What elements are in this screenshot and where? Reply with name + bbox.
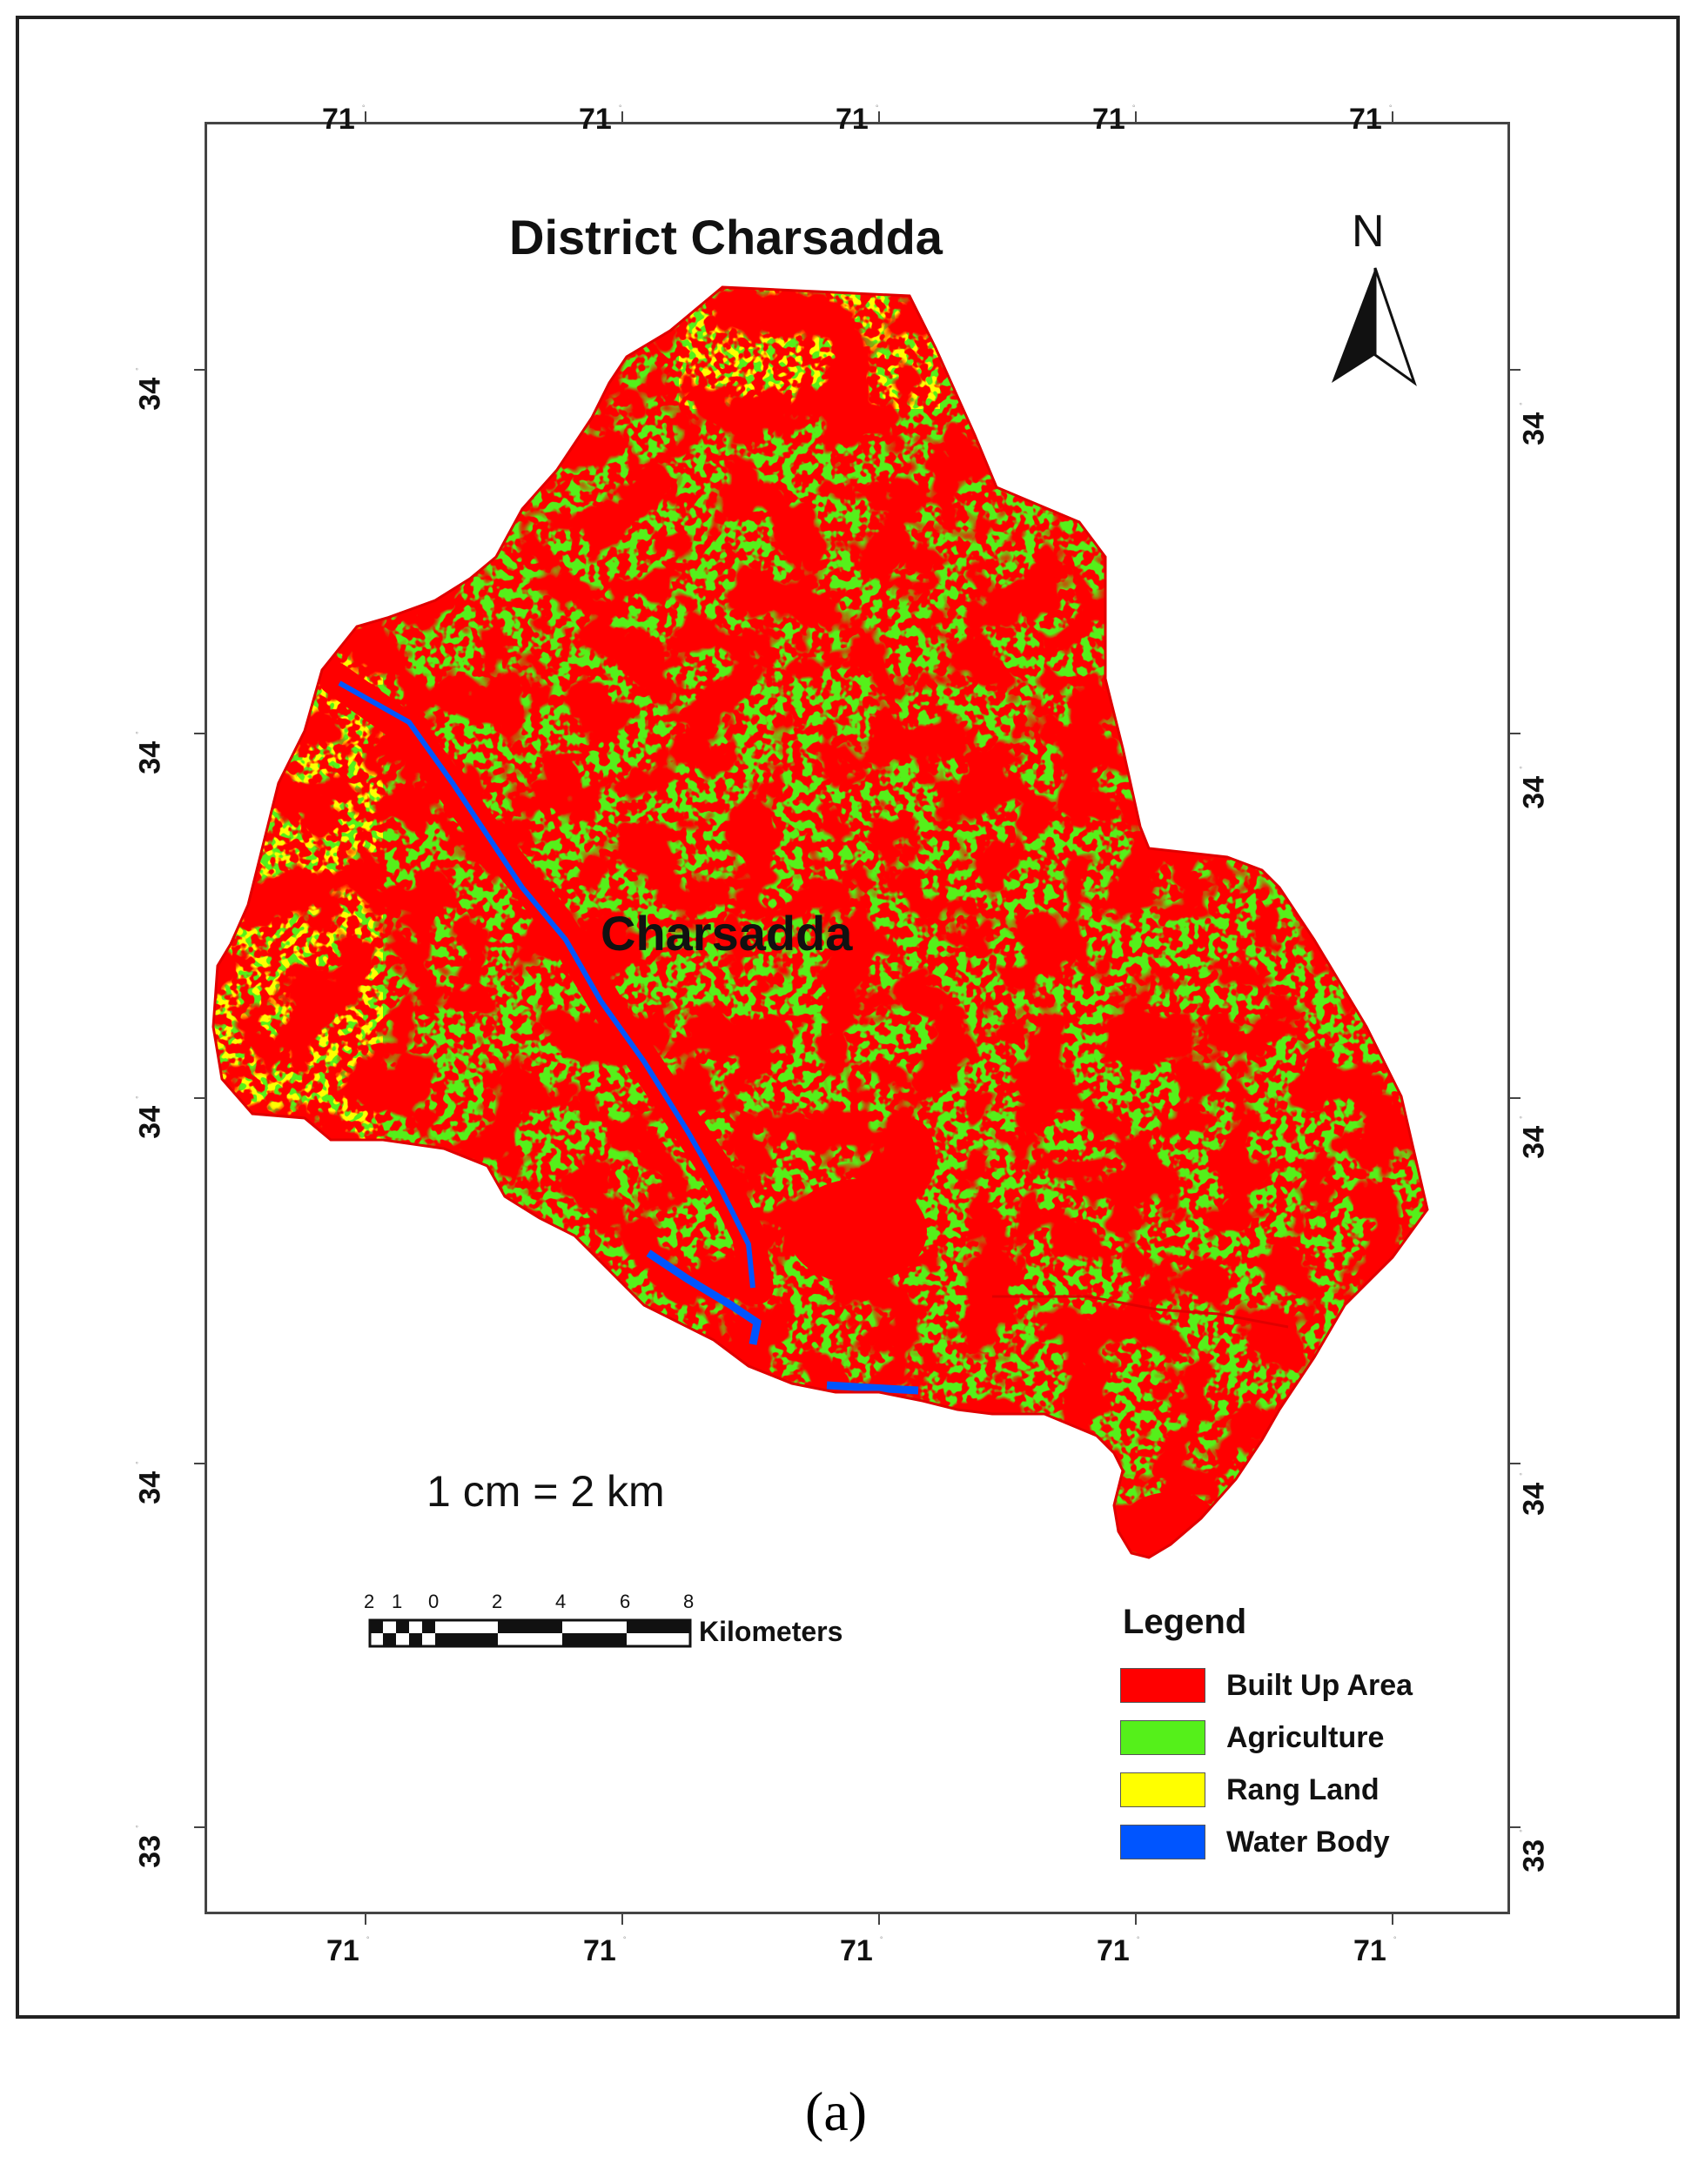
left-axis-label: 34°	[133, 1095, 167, 1139]
legend-swatch	[1120, 1772, 1205, 1807]
river-water-upper	[338, 680, 755, 1289]
scale-tick: 2	[492, 1591, 503, 1612]
left-axis-label: 34°	[133, 367, 167, 411]
bottom-axis-label: 71 °	[326, 1934, 370, 1967]
legend-swatch	[1120, 1720, 1205, 1755]
scale-bar-ticks: 2 1 0 2 4 6 8	[357, 1591, 705, 1617]
scale-tick: 1	[392, 1591, 403, 1612]
bottom-axis-label: 71 °	[840, 1934, 883, 1967]
top-axis-label: 71 °	[322, 103, 366, 136]
right-axis-label: 33°	[1517, 1829, 1551, 1872]
north-arrow-icon	[1332, 267, 1417, 386]
scale-tick: 6	[620, 1591, 631, 1612]
right-axis-label: 34°	[1517, 766, 1551, 809]
right-axis-label: 34°	[1517, 402, 1551, 446]
legend-swatch	[1120, 1668, 1205, 1703]
built-up-core-north	[883, 1118, 936, 1196]
water-channel-south	[826, 1381, 919, 1395]
right-axis-label: 34°	[1517, 1472, 1551, 1516]
scale-tick: 2	[364, 1591, 375, 1612]
legend-swatch	[1120, 1825, 1205, 1859]
legend-item-rangeland: Rang Land	[1120, 1771, 1380, 1809]
scale-bar-graphic	[368, 1618, 692, 1648]
north-label: N	[1352, 206, 1385, 257]
internal-boundary	[992, 1295, 1289, 1329]
legend-item-built-up: Built Up Area	[1120, 1666, 1413, 1705]
bottom-axis-label: 71 °	[583, 1934, 627, 1967]
scale-bar-unit: Kilometers	[699, 1616, 843, 1647]
scale-tick: 4	[555, 1591, 567, 1612]
top-axis-label: 71 °	[836, 103, 879, 136]
right-axis-label: 34°	[1517, 1115, 1551, 1159]
legend-label: Rang Land	[1226, 1772, 1380, 1806]
place-label: Charsadda	[601, 906, 853, 961]
bottom-axis-label: 71 °	[1097, 1934, 1140, 1967]
map-title: District Charsadda	[509, 210, 943, 265]
graticule-ticks	[194, 111, 1521, 1925]
legend-item-water: Water Body	[1120, 1823, 1390, 1861]
top-axis-label: 71 °	[579, 103, 622, 136]
legend-title: Legend	[1123, 1603, 1247, 1641]
bottom-axis-label: 71 °	[1353, 1934, 1397, 1967]
built-up-core-town	[788, 1179, 927, 1283]
legend-item-agriculture: Agriculture	[1120, 1718, 1384, 1757]
legend-label: Water Body	[1226, 1825, 1390, 1859]
scale-text: 1 cm = 2 km	[426, 1467, 665, 1516]
legend-label: Agriculture	[1226, 1720, 1385, 1754]
scale-tick: 8	[683, 1591, 695, 1612]
panel-caption: (a)	[805, 2080, 868, 2142]
scale-tick: 0	[428, 1591, 440, 1612]
top-axis-label: 71 °	[1092, 103, 1136, 136]
left-axis-label: 34°	[133, 1461, 167, 1504]
left-axis-label: 34°	[133, 731, 167, 774]
river-water-lower	[646, 1249, 762, 1345]
top-axis-label: 71 °	[1349, 103, 1393, 136]
figure-outer-frame	[16, 16, 1680, 2019]
legend-label: Built Up Area	[1226, 1668, 1413, 1702]
left-axis-label: 33°	[133, 1825, 167, 1868]
